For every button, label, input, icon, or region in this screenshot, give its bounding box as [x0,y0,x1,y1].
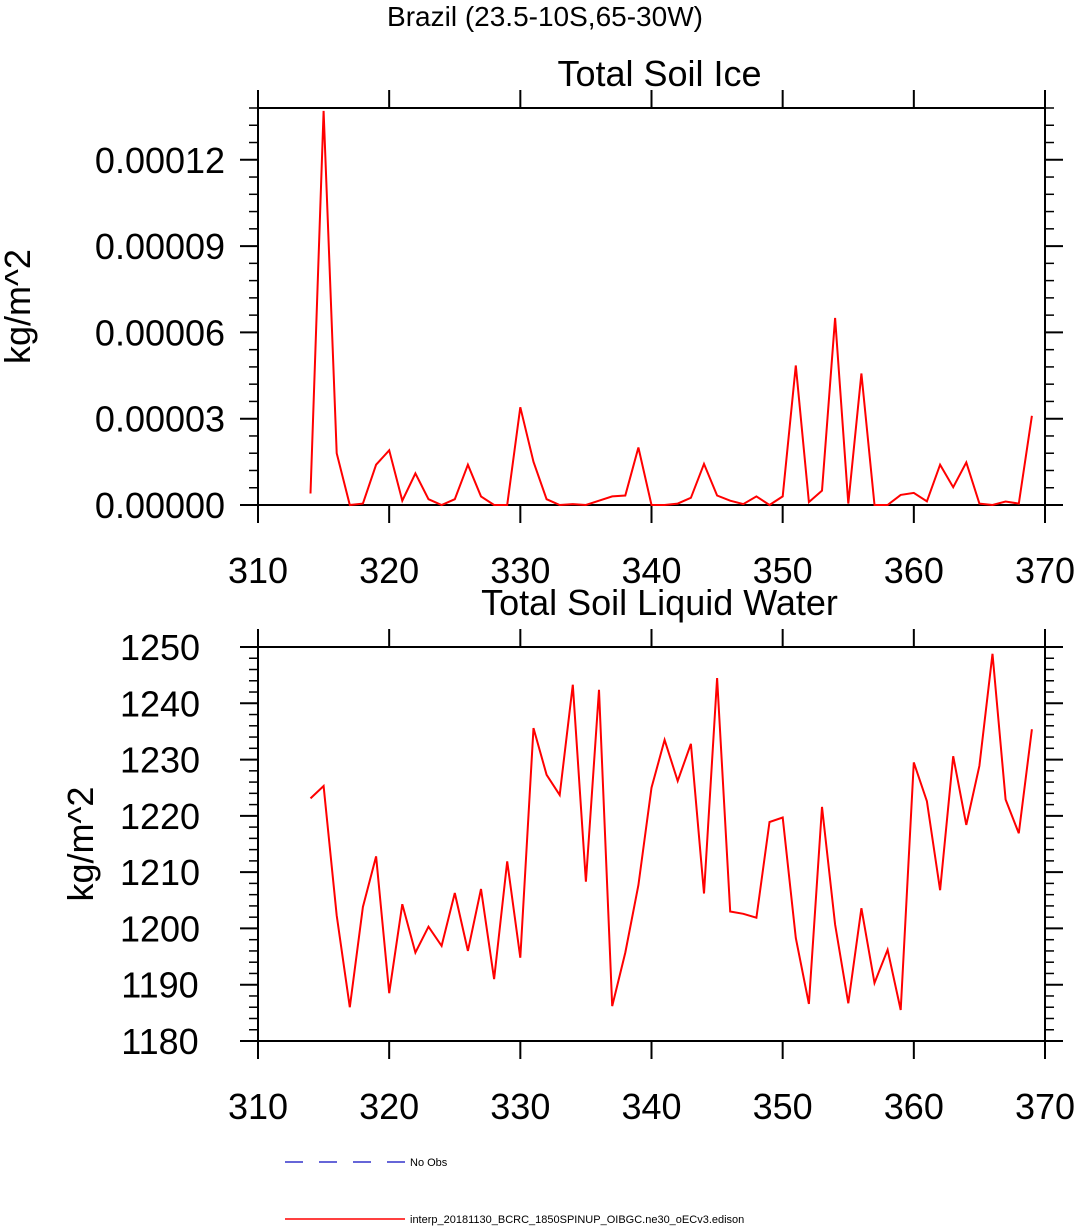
plot-frame [257,107,1046,506]
y-tick-label: 1230 [120,740,200,781]
y-tick-label: 1250 [120,627,200,668]
x-tick-label: 370 [1015,1086,1075,1127]
plot-frame [257,646,1046,1042]
y-axis-title: kg/m^2 [60,787,101,902]
x-tick-label: 360 [884,550,944,591]
x-tick-label: 350 [753,1086,813,1127]
x-tick-label: 320 [359,1086,419,1127]
panel-total-soil-liquid-water: 310 320 330 340 350 360 370 1180 1190 1200 1210 122… [60,582,1075,1127]
y-tick-label: 1190 [121,965,198,1006]
y-tick-label: 1180 [121,1021,198,1062]
y-axis-title: kg/m^2 [0,249,38,364]
y-tick-label: 1200 [120,908,200,949]
legend-label-no-obs: No Obs [410,1157,448,1169]
y-tick-label: 1210 [120,852,200,893]
y-tick-label: 0.00012 [95,140,225,181]
x-tick-label: 370 [1015,550,1075,591]
y-tick-label: 1240 [120,683,200,724]
panel-title: Total Soil Ice [557,53,761,94]
y-tick-label: 0.00006 [95,312,225,353]
x-tick-label: 340 [621,550,681,591]
x-tick-label: 320 [359,550,419,591]
series-line [309,110,1033,507]
panel-total-soil-ice: 310 320 330 340 350 360 370 0.00000 0.00003 0.000… [0,53,1075,591]
x-tick-label: 310 [228,550,288,591]
y-tick-label: 0.00000 [95,485,225,526]
x-tick-label: 350 [753,550,813,591]
y-tick-label: 0.00009 [95,226,225,267]
x-tick-label: 330 [490,1086,550,1127]
x-tick-label: 330 [490,550,550,591]
figure-title: Brazil (23.5-10S,65-30W) [387,1,703,32]
x-tick-label: 360 [884,1086,944,1127]
series-line [309,653,1033,1011]
x-tick-label: 340 [621,1086,681,1127]
legend: No Obs interp_20181130_BCRC_1850SPINUP_O… [285,1157,744,1226]
x-tick-label: 310 [228,1086,288,1127]
legend-label-model: interp_20181130_BCRC_1850SPINUP_OIBGC.ne… [410,1214,744,1226]
y-tick-label: 0.00003 [95,399,225,440]
panel-title: Total Soil Liquid Water [481,582,838,623]
y-tick-label: 1220 [120,796,200,837]
